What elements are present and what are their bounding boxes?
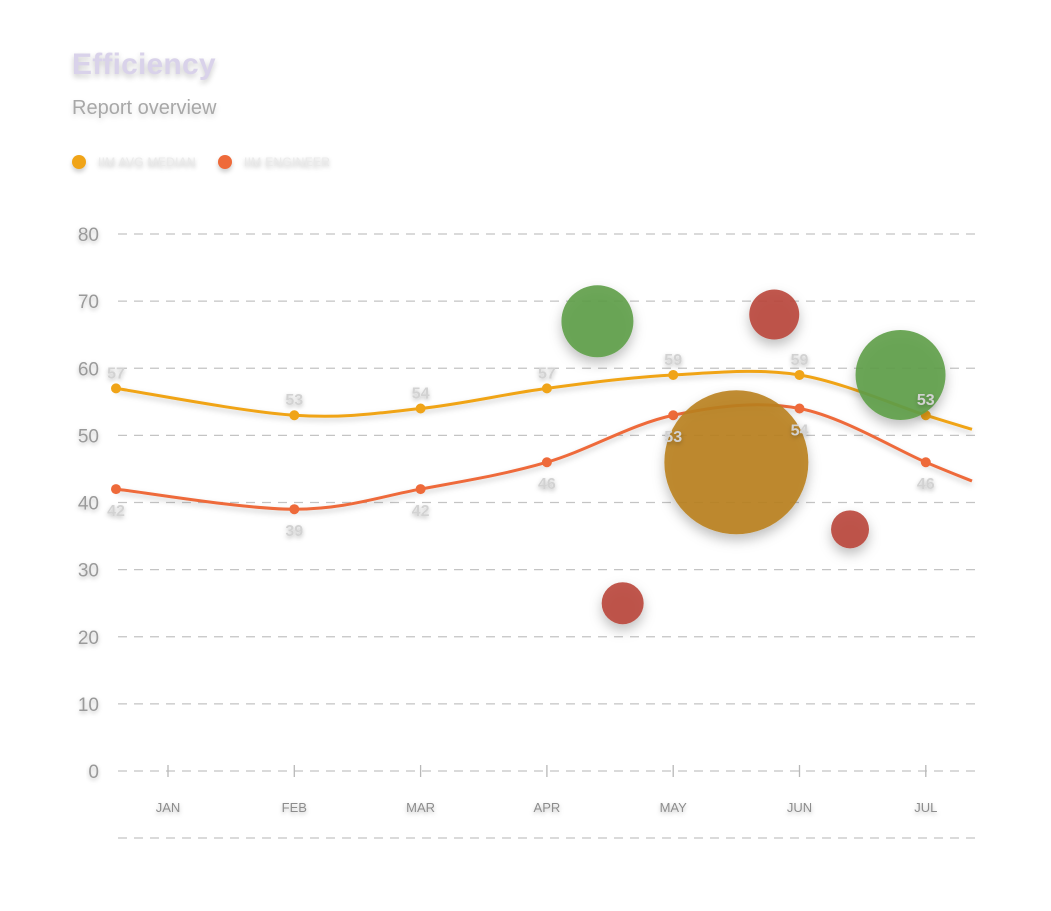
data-label: 42 [107, 503, 125, 520]
data-label: 42 [412, 503, 430, 520]
data-label: 46 [538, 476, 556, 493]
x-tick-label: FEB [282, 800, 307, 815]
y-tick-label: 60 [78, 359, 99, 380]
bubble-layer [561, 285, 946, 625]
data-label: 53 [285, 392, 303, 409]
data-label: 53 [917, 392, 935, 409]
chart-subtitle: Report overview [72, 97, 217, 119]
legend-item-avg-median[interactable]: IIM AVG MEDIAN [72, 155, 196, 169]
series-point[interactable] [541, 457, 552, 468]
series-line-1 [115, 403, 973, 511]
series-point[interactable] [111, 484, 121, 495]
y-tick-label: 0 [88, 762, 99, 783]
chart-title: Efficiency [72, 48, 216, 81]
line-layer [111, 369, 973, 515]
series-point[interactable] [668, 410, 679, 421]
legend-item-engineer[interactable]: IIM ENGINEER [218, 155, 330, 169]
series-point[interactable] [920, 457, 931, 468]
series-point[interactable] [289, 504, 300, 515]
y-tick-label: 20 [78, 628, 99, 649]
legend-marker-engineer [218, 155, 232, 169]
bubble[interactable] [831, 510, 870, 549]
data-label: 57 [538, 365, 556, 382]
x-tick-label: MAY [660, 800, 688, 815]
bubble[interactable] [601, 582, 644, 625]
x-tick-label: APR [534, 800, 561, 815]
series-point[interactable] [111, 383, 121, 394]
bubble[interactable] [664, 390, 809, 535]
y-tick-label: 50 [78, 426, 99, 447]
bubble[interactable] [855, 329, 946, 420]
series-point[interactable] [415, 403, 426, 414]
data-label: 59 [791, 352, 809, 369]
y-tick-label: 40 [78, 494, 99, 515]
legend-label-engineer: IIM ENGINEER [244, 155, 331, 169]
legend-label-avg-median: IIM AVG MEDIAN [98, 155, 196, 169]
data-label: 46 [917, 476, 935, 493]
legend: IIM AVG MEDIAN IIM ENGINEER [72, 155, 330, 169]
bubble[interactable] [561, 285, 634, 358]
series-point[interactable] [794, 403, 805, 414]
series-point[interactable] [541, 383, 552, 394]
series-point[interactable] [668, 369, 679, 380]
x-tick-label: MAR [406, 800, 435, 815]
series-point[interactable] [415, 484, 426, 495]
x-tick-label: JAN [156, 800, 181, 815]
x-tick-label: JUN [787, 800, 812, 815]
data-label: 53 [664, 429, 682, 446]
series-point[interactable] [289, 410, 300, 421]
legend-marker-avg-median [72, 155, 86, 169]
label-layer: 57 53 54 57 59 59 53 42 39 42 46 53 54 46 [107, 352, 935, 540]
data-label: 54 [412, 386, 430, 403]
axis-layer: 0 10 20 30 40 50 60 70 80 JAN FEB MAR APR MAY JUN JUL [78, 225, 938, 815]
y-tick-label: 10 [78, 695, 99, 716]
y-tick-label: 70 [78, 292, 99, 313]
data-label: 39 [285, 523, 303, 540]
data-label: 57 [107, 365, 125, 382]
data-label: 59 [664, 352, 682, 369]
x-tick-label: JUL [914, 800, 937, 815]
bubble[interactable] [749, 289, 800, 340]
data-label: 54 [791, 423, 809, 440]
y-tick-label: 30 [78, 561, 99, 582]
series-point[interactable] [794, 369, 805, 380]
y-tick-label: 80 [78, 225, 99, 246]
